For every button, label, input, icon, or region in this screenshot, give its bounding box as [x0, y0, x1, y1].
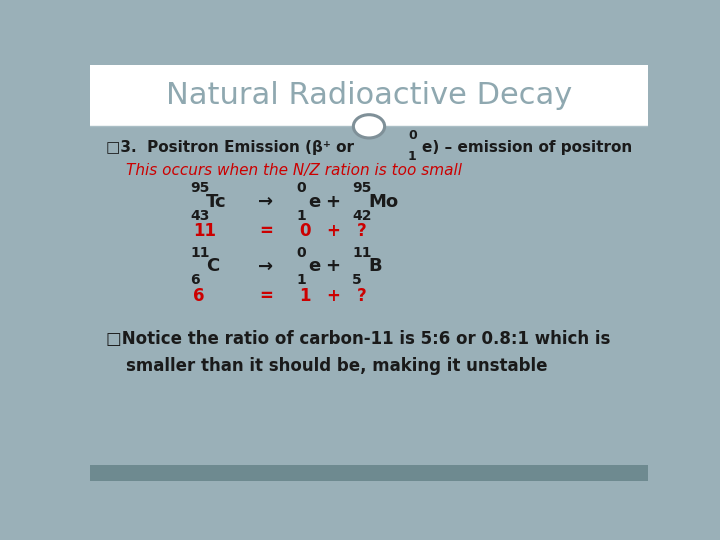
Text: ?: ?	[356, 287, 366, 305]
Text: +: +	[325, 258, 341, 275]
Text: 5: 5	[352, 273, 362, 287]
Text: +: +	[325, 287, 340, 305]
Text: smaller than it should be, making it unstable: smaller than it should be, making it uns…	[126, 357, 548, 375]
Text: e: e	[309, 258, 321, 275]
Text: 95: 95	[352, 181, 372, 195]
Text: □3.  Positron Emission (β⁺ or: □3. Positron Emission (β⁺ or	[106, 140, 354, 156]
Text: →: →	[258, 258, 274, 275]
Text: 1: 1	[408, 150, 417, 163]
Text: 6: 6	[193, 287, 204, 305]
Text: C: C	[206, 258, 220, 275]
FancyBboxPatch shape	[90, 465, 648, 481]
Text: □Notice the ratio of carbon-11 is 5:6 or 0.8:1 which is: □Notice the ratio of carbon-11 is 5:6 or…	[106, 330, 610, 348]
Text: Tc: Tc	[206, 193, 227, 211]
Text: e) – emission of positron: e) – emission of positron	[422, 140, 632, 156]
Text: →: →	[258, 193, 274, 211]
Text: =: =	[258, 222, 273, 240]
Circle shape	[354, 114, 384, 138]
Text: 1: 1	[297, 209, 306, 222]
Text: 11: 11	[190, 246, 210, 260]
Text: 95: 95	[190, 181, 210, 195]
Text: This occurs when the N/Z ration is too small: This occurs when the N/Z ration is too s…	[126, 163, 462, 178]
Text: e: e	[309, 193, 321, 211]
Text: B: B	[368, 258, 382, 275]
Text: 11: 11	[352, 246, 372, 260]
Text: Natural Radioactive Decay: Natural Radioactive Decay	[166, 81, 572, 110]
Text: 42: 42	[352, 209, 372, 222]
Text: 6: 6	[190, 273, 200, 287]
Text: 1: 1	[300, 287, 311, 305]
Text: 0: 0	[297, 246, 306, 260]
Text: =: =	[258, 287, 273, 305]
Text: +: +	[325, 222, 340, 240]
Text: +: +	[325, 193, 341, 211]
Text: Mo: Mo	[368, 193, 398, 211]
Text: 0: 0	[300, 222, 311, 240]
Text: 1: 1	[297, 273, 306, 287]
Text: ?: ?	[356, 222, 366, 240]
Text: 0: 0	[297, 181, 306, 195]
Text: 0: 0	[408, 129, 417, 142]
Text: 11: 11	[193, 222, 216, 240]
FancyBboxPatch shape	[90, 65, 648, 126]
Text: 43: 43	[190, 209, 210, 222]
